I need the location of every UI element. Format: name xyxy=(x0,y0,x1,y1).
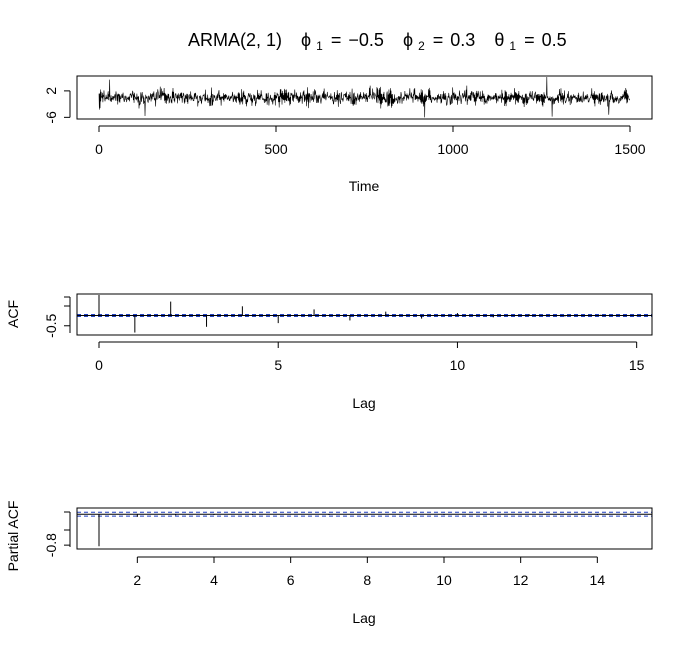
acf-panel: 0 5 10 15 -0.5 Lag ACF xyxy=(5,293,653,411)
series-y-tick-label: 2 xyxy=(43,87,59,95)
acf-y-axis: -0.5 xyxy=(43,296,71,338)
pacf-y-tick-label: -0.8 xyxy=(43,533,59,557)
title-main: ARMA(2, 1) xyxy=(188,30,282,50)
chart-title: ARMA(2, 1) ϕ 1 = −0.5 ϕ 2 = 0.3 θ 1 = 0.… xyxy=(188,30,567,54)
pacf-panel: 2 4 6 8 10 12 14 -0.8 Lag Partial ACF xyxy=(5,501,653,626)
pacf-x-tick-label: 14 xyxy=(590,572,606,588)
series-x-tick-label: 500 xyxy=(264,141,288,157)
acf-x-tick-label: 10 xyxy=(450,357,466,373)
pacf-frame xyxy=(76,507,653,550)
param-phi1-symbol: ϕ xyxy=(301,30,311,50)
acf-x-tick-label: 0 xyxy=(95,357,103,373)
pacf-plot-area xyxy=(77,511,652,547)
pacf-x-tick-label: 4 xyxy=(210,572,218,588)
pacf-x-tick-label: 6 xyxy=(287,572,295,588)
param-phi2-value: 0.3 xyxy=(450,30,475,50)
param-theta1-sub: 1 xyxy=(509,39,516,53)
series-x-label: Time xyxy=(349,178,380,194)
param-phi2-symbol: ϕ xyxy=(403,30,413,50)
pacf-x-tick-label: 10 xyxy=(436,572,452,588)
param-phi2-sub: 2 xyxy=(418,39,425,53)
series-x-tick-label: 1000 xyxy=(437,141,468,157)
series-plot-area xyxy=(98,76,630,118)
series-x-axis: 0 500 1000 1500 xyxy=(95,125,646,157)
acf-x-tick-label: 15 xyxy=(629,357,645,373)
acf-y-label: ACF xyxy=(5,300,21,328)
pacf-y-label: Partial ACF xyxy=(5,501,21,572)
param-theta1-eq: = xyxy=(524,30,535,50)
acf-x-tick-label: 5 xyxy=(274,357,282,373)
pacf-x-tick-label: 12 xyxy=(513,572,529,588)
series-y-axis: -6 2 xyxy=(43,87,71,124)
series-frame xyxy=(76,75,653,120)
acf-x-label: Lag xyxy=(352,395,375,411)
param-phi1-sub: 1 xyxy=(316,39,323,53)
acf-frame xyxy=(76,293,653,336)
param-theta1-symbol: θ xyxy=(494,30,504,50)
pacf-y-axis: -0.8 xyxy=(43,511,71,557)
pacf-x-tick-label: 2 xyxy=(133,572,141,588)
acf-x-axis: 0 5 10 15 xyxy=(95,341,645,373)
pacf-x-axis: 2 4 6 8 10 12 14 xyxy=(133,556,606,588)
pacf-x-tick-label: 8 xyxy=(363,572,371,588)
series-line xyxy=(98,76,630,118)
param-phi1-eq: = xyxy=(331,30,342,50)
param-theta1-value: 0.5 xyxy=(542,30,567,50)
pacf-x-label: Lag xyxy=(352,610,375,626)
series-x-tick-label: 0 xyxy=(95,141,103,157)
series-x-tick-label: 1500 xyxy=(614,141,645,157)
series-panel: 0 500 1000 1500 -6 2 Time xyxy=(43,75,653,194)
acf-plot-area xyxy=(77,295,652,333)
acf-y-tick-label: -0.5 xyxy=(43,313,59,337)
param-phi2-eq: = xyxy=(433,30,444,50)
series-y-tick-label: -6 xyxy=(43,111,59,124)
param-phi1-value: −0.5 xyxy=(348,30,384,50)
